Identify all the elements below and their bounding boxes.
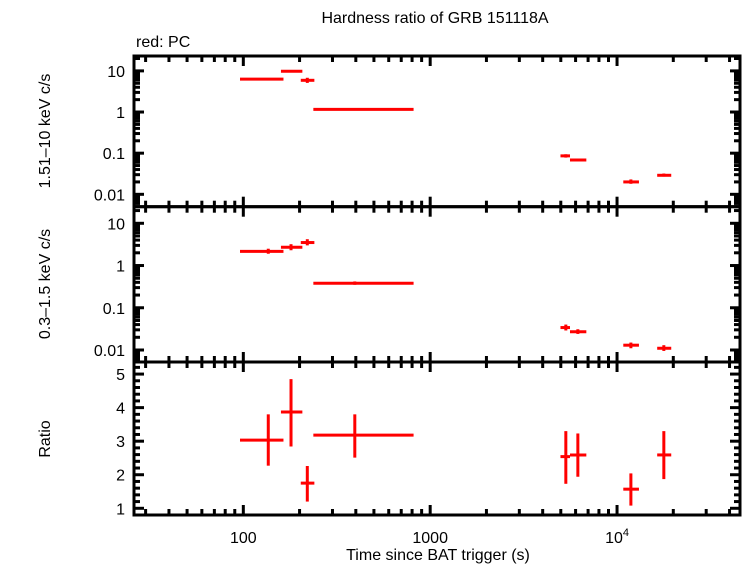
data-point [657,173,672,177]
data-point [657,431,672,480]
data-point [240,77,284,81]
data-point [560,324,570,331]
y-tick-label: 10 [107,64,125,81]
data-point [280,244,303,251]
data-point [623,342,639,349]
data-point [623,473,639,506]
y-axis-label-ratio: Ratio [37,420,54,457]
data-point [240,248,284,254]
data-point [657,345,672,351]
plot-frame [132,54,742,209]
data-point [313,414,414,458]
panel-middle: 10 1 0.1 0.01 [94,205,742,364]
y-tick-label: 0.1 [103,301,125,318]
y-tick-label: 0.01 [94,343,125,360]
y-tick-label: 2 [116,468,125,485]
x-tick-label: 104 [605,527,629,547]
data-point [560,154,570,158]
data-point [623,179,639,184]
chart-title: Hardness ratio of GRB 151118A [321,10,548,27]
y-tick-label: 5 [116,367,125,384]
data-point [280,69,303,73]
y-tick-label: 0.01 [94,187,125,204]
data-point [560,431,570,484]
panel-bottom: 1 2 3 4 5 [116,360,742,518]
data-point [569,158,587,162]
panel-top: 10 1 0.1 0.01 [94,54,742,209]
x-tick-label: 100 [230,530,257,547]
data-point [313,107,414,111]
y-tick-label: 1 [116,105,125,122]
data-point [300,239,315,246]
data-point [300,466,315,502]
data-point [569,329,587,334]
plot-frame [132,360,742,517]
y-axis-label-middle: 0.3–1.5 keV c/s [37,229,54,339]
y-tick-label: 3 [116,434,125,451]
data-point [240,414,284,466]
data-point [280,379,303,447]
legend-text: red: PC [136,34,190,51]
y-tick-label: 10 [107,216,125,233]
y-tick-label: 1 [116,501,125,518]
y-axis-label-top: 1.51–10 keV c/s [37,74,54,189]
y-tick-label: 0.1 [103,146,125,163]
plot-frame [132,205,742,364]
y-tick-label: 4 [116,401,125,418]
data-point [300,77,315,83]
data-point [569,433,587,477]
data-point [313,281,414,285]
y-tick-label: 1 [116,259,125,276]
x-tick-label: 1000 [412,530,448,547]
x-axis-label: Time since BAT trigger (s) [346,547,530,564]
